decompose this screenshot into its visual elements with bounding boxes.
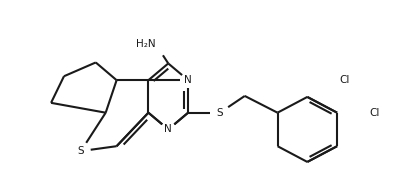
Text: H₂N: H₂N: [136, 39, 155, 49]
Text: N: N: [184, 75, 192, 85]
Text: Cl: Cl: [339, 75, 349, 85]
Text: S: S: [217, 108, 223, 118]
Text: N: N: [164, 125, 172, 134]
Text: S: S: [77, 146, 84, 156]
Text: Cl: Cl: [369, 108, 379, 118]
